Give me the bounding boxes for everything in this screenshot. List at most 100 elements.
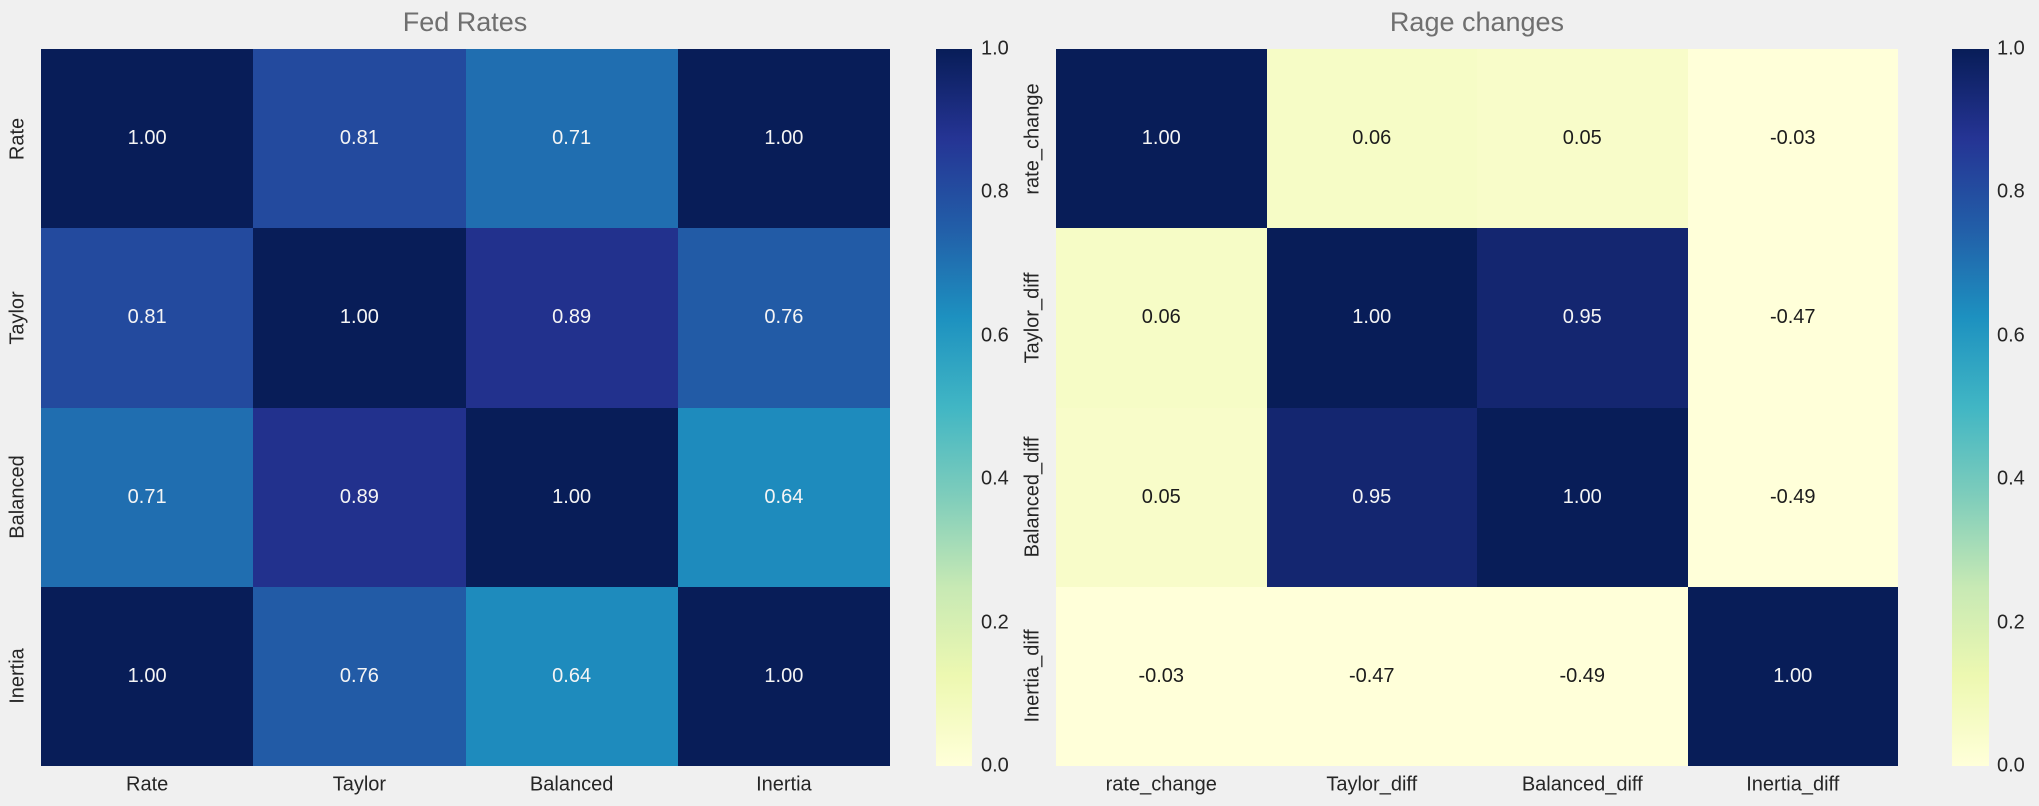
heatmap-cell-value: -0.49 [1559,664,1606,687]
y-tick-label: Taylor [6,291,29,345]
heatmap-cell-value: -0.47 [1769,306,1816,329]
heatmap-cell-value: 0.06 [1141,306,1181,329]
heatmap-cell-value: -0.03 [1769,127,1816,150]
heatmap-cell: 1.00 [465,407,678,587]
heatmap-cell-value: 0.95 [1352,485,1392,508]
heatmap-cell: -0.03 [1687,49,1898,229]
heatmap-cell-value: 1.00 [127,127,167,150]
heatmap-cell-value: -0.49 [1769,485,1816,508]
x-tick-label: Balanced_diff [1521,773,1643,796]
heatmap-cell-value: -0.47 [1348,664,1395,687]
x-tick-label: Balanced [529,773,614,796]
colorbar-tick-label: 1.0 [981,37,1009,60]
heatmap-cell-value: 1.00 [1562,485,1602,508]
heatmap-cell-value: 0.71 [552,127,592,150]
y-tick-label: Rate [6,117,29,160]
heatmap-cell-value: 0.81 [339,127,379,150]
heatmap-cell-value: 1.00 [764,664,804,687]
heatmap-cell-value: 0.76 [339,664,379,687]
heatmap-cell: 0.05 [1056,407,1267,587]
heatmap-cell: 0.06 [1266,49,1477,229]
y-tick-label: Taylor_diff [1021,272,1044,364]
heatmap-cell: 0.89 [465,228,678,408]
heatmap-cell-value: 0.05 [1562,127,1602,150]
heatmap-grid: 1.00 0.81 0.71 1.00 0.81 1.00 0.89 0.76 0.71 0.89… [41,49,890,766]
heatmap-cell-value: 0.76 [764,306,804,329]
colorbar [936,49,972,766]
x-tick-label: Taylor [332,773,387,796]
heatmap-cell: 1.00 [677,586,890,766]
colorbar-tick-label: 0.2 [981,611,1009,634]
heatmap-cell: 0.81 [253,49,466,229]
heatmap-cell-value: 1.00 [339,306,379,329]
heatmap-cell-value: 1.00 [127,664,167,687]
colorbar-tick-label: 1.0 [1997,37,2025,60]
x-tick-label: Taylor_diff [1326,773,1418,796]
chart-title: Fed Rates [402,7,528,37]
heatmap-cell: 1.00 [677,49,890,229]
heatmap-cell: 1.00 [253,228,466,408]
heatmap-cell: -0.47 [1687,228,1898,408]
y-tick-label: Balanced_diff [1021,436,1044,558]
heatmap-cell: 1.00 [1056,49,1267,229]
colorbar-tick-label: 0.2 [1997,611,2025,634]
heatmap-cell: 1.00 [41,49,254,229]
heatmap-cell: -0.49 [1477,586,1688,766]
heatmap-cell: 1.00 [1687,586,1898,766]
heatmap-cell: 0.76 [677,228,890,408]
colorbar-tick-label: 0.6 [1997,324,2025,347]
heatmap-cell: 0.89 [253,407,466,587]
heatmap-cell-value: 0.06 [1352,127,1392,150]
heatmap-cell: 0.76 [253,586,466,766]
colorbar-tick-label: 0.8 [981,180,1009,203]
heatmap-cell-value: 1.00 [552,485,592,508]
heatmap-cell-value: 0.81 [127,306,167,329]
heatmap-cell: 1.00 [1266,228,1477,408]
heatmap-cell-value: 1.00 [1141,127,1181,150]
heatmap-cell: 0.71 [465,49,678,229]
heatmap-cell-value: 0.64 [764,485,804,508]
colorbar-tick-label: 0.0 [1997,754,2025,777]
chart-title: Rage changes [1389,7,1565,37]
heatmap-cell-value: 0.71 [127,485,167,508]
y-tick-label: Inertia_diff [1021,629,1044,723]
heatmap-cell: -0.49 [1687,407,1898,587]
heatmap-cell: 0.71 [41,407,254,587]
heatmap-cell: -0.03 [1056,586,1267,766]
heatmap-grid: 1.00 0.06 0.05 -0.03 0.06 1.00 0.95 -0.47 0.05 0.… [1056,49,1898,766]
y-tick-label: rate_change [1021,83,1044,195]
heatmap-cell: 0.64 [677,407,890,587]
heatmap-cell: 0.06 [1056,228,1267,408]
heatmap-cell-value: 0.64 [552,664,592,687]
heatmap-cell: 0.95 [1477,228,1688,408]
y-tick-label: Inertia [6,648,29,705]
x-tick-label: Rate [126,773,169,796]
heatmap-cell: -0.47 [1266,586,1477,766]
colorbar-tick-label: 0.8 [1997,180,2025,203]
heatmap-cell-value: 1.00 [1773,664,1813,687]
colorbar-tick-label: 0.4 [981,467,1009,490]
x-tick-label: Inertia [756,773,812,796]
colorbar-tick-label: 0.4 [1997,467,2025,490]
heatmap-cell-value: 0.05 [1141,485,1181,508]
colorbar-tick-label: 0.6 [981,324,1009,347]
heatmap-cell-value: 1.00 [1352,306,1392,329]
heatmap-cell-value: -0.03 [1138,664,1185,687]
x-tick-label: Inertia_diff [1746,773,1840,796]
heatmap-cell: 1.00 [1477,407,1688,587]
y-tick-label: Balanced [6,455,29,539]
heatmap-cell: 0.95 [1266,407,1477,587]
heatmap-cell: 0.81 [41,228,254,408]
heatmap-cell-value: 0.89 [339,485,379,508]
heatmap-cell: 1.00 [41,586,254,766]
heatmap-cell: 0.05 [1477,49,1688,229]
heatmap-cell: 0.64 [465,586,678,766]
colorbar [1952,49,1989,766]
heatmap-cell-value: 1.00 [764,127,804,150]
colorbar-tick-label: 0.0 [981,754,1009,777]
heatmap-cell-value: 0.89 [552,306,592,329]
heatmap-cell-value: 0.95 [1562,306,1602,329]
